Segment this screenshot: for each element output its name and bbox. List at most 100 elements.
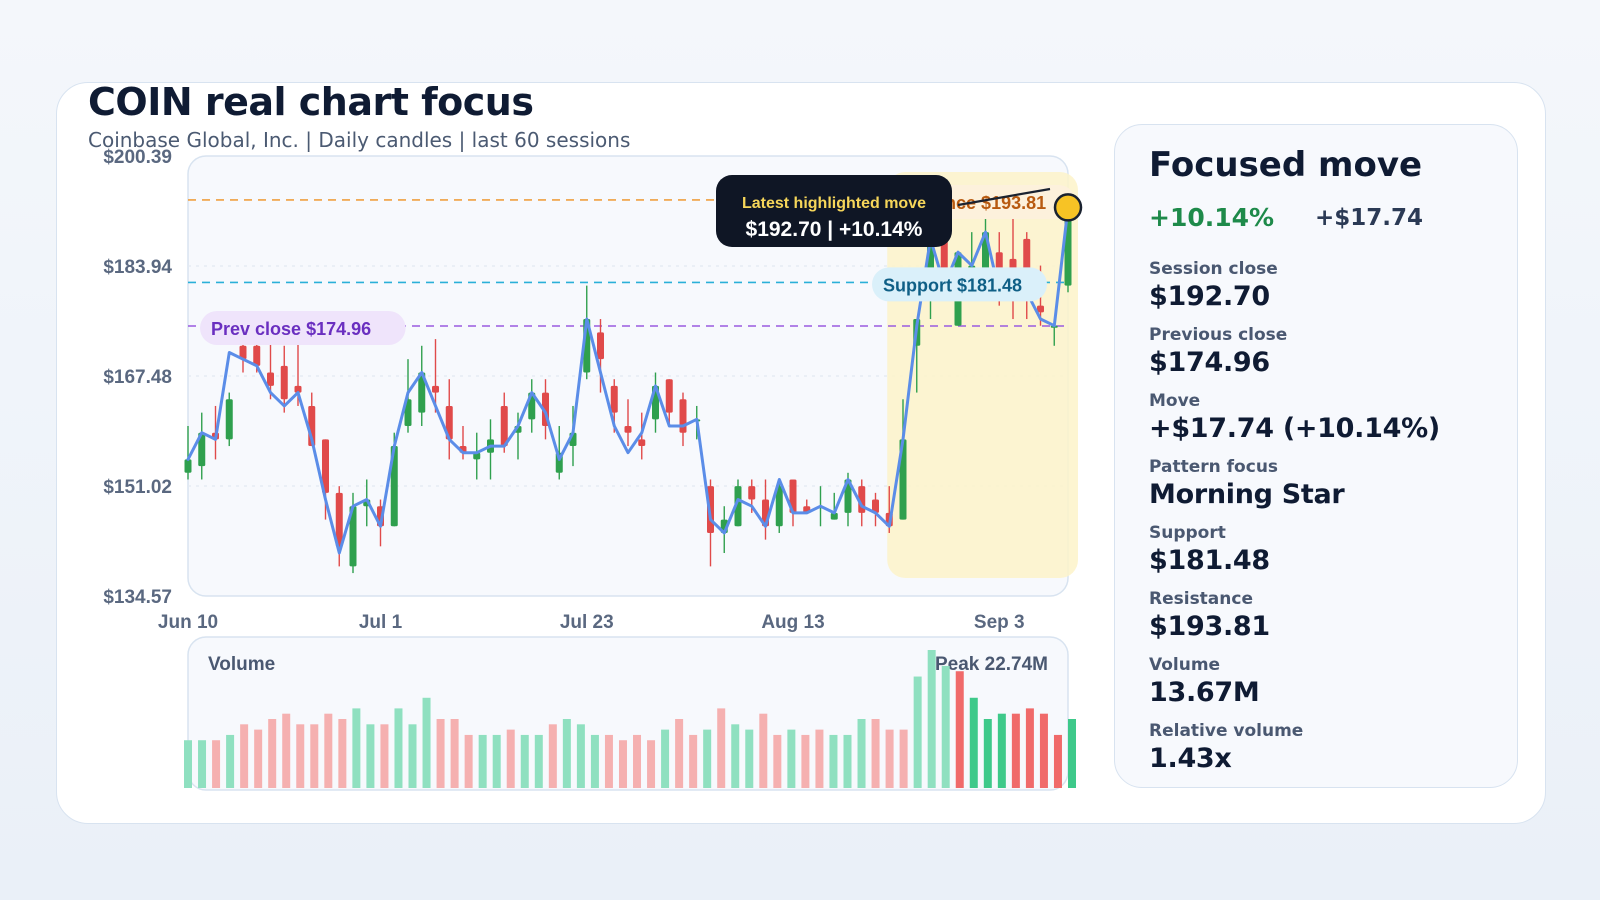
volume-bar bbox=[885, 729, 894, 788]
volume-bar bbox=[1011, 713, 1020, 788]
candle-body bbox=[322, 439, 329, 493]
candle-body bbox=[789, 479, 797, 513]
stat-label: Session close bbox=[1149, 259, 1278, 279]
volume-bar bbox=[801, 734, 810, 788]
candle-body bbox=[597, 332, 604, 360]
volume-bar bbox=[492, 734, 501, 788]
candle-body bbox=[734, 486, 742, 527]
volume-bar bbox=[576, 724, 585, 788]
candle-body bbox=[844, 479, 852, 513]
volume-bar bbox=[857, 719, 866, 788]
latest-close-marker bbox=[1053, 193, 1083, 222]
candle-body bbox=[225, 399, 233, 440]
volume-bar bbox=[717, 708, 726, 788]
volume-bar bbox=[647, 740, 656, 788]
volume-bar bbox=[997, 713, 1006, 788]
candle-body bbox=[432, 385, 439, 393]
focused-move-panel: Focused move +10.14% +$17.74 Session clo… bbox=[1114, 124, 1518, 788]
stat-support: Support $181.48 bbox=[1149, 523, 1270, 576]
stat-value: +$17.74 (+10.14%) bbox=[1149, 413, 1440, 444]
volume-bar bbox=[983, 719, 992, 788]
stat-pattern-focus: Pattern focus Morning Star bbox=[1149, 457, 1345, 510]
volume-bar bbox=[226, 734, 235, 788]
candle-body bbox=[500, 405, 508, 447]
volume-bar bbox=[198, 740, 207, 788]
volume-bar bbox=[506, 729, 515, 788]
page-title: COIN real chart focus bbox=[88, 80, 534, 124]
change-percent: +10.14% bbox=[1149, 203, 1275, 232]
y-tick-label: $200.39 bbox=[103, 147, 172, 168]
candle-body bbox=[665, 379, 673, 413]
volume-bar bbox=[464, 734, 473, 788]
support-label: Support $181.48 bbox=[872, 267, 1047, 302]
volume-bar bbox=[212, 740, 221, 788]
candle-body bbox=[294, 385, 302, 393]
volume-bar bbox=[534, 734, 543, 788]
volume-bar bbox=[520, 734, 529, 788]
candle-body bbox=[184, 459, 192, 473]
prev-close-label-text: Prev close $174.96 bbox=[211, 319, 371, 339]
stat-label: Support bbox=[1149, 523, 1226, 543]
y-tick-label: $183.94 bbox=[103, 257, 172, 278]
volume-bar bbox=[268, 719, 277, 788]
stat-relative-volume: Relative volume 1.43x bbox=[1149, 721, 1303, 774]
candle-body bbox=[748, 486, 756, 500]
stat-value: $192.70 bbox=[1149, 281, 1270, 312]
latest-move-callout: Latest highlighted move $192.70 | +10.14% bbox=[716, 175, 952, 247]
x-tick-label: Jul 1 bbox=[359, 612, 403, 633]
volume-bar bbox=[436, 719, 445, 788]
volume-bar bbox=[689, 734, 698, 788]
stat-resistance: Resistance $193.81 bbox=[1149, 589, 1270, 642]
candle-body bbox=[445, 405, 453, 440]
volume-bar bbox=[604, 734, 613, 788]
stat-label: Resistance bbox=[1149, 589, 1253, 609]
volume-peak-label: Peak 22.74M bbox=[935, 654, 1048, 675]
volume-bar bbox=[450, 719, 459, 788]
volume-bar bbox=[787, 729, 796, 788]
volume-bar bbox=[1025, 708, 1034, 788]
candle-body bbox=[638, 439, 646, 447]
volume-bar bbox=[394, 708, 403, 788]
volume-label: Volume bbox=[208, 654, 275, 675]
support-label-bg bbox=[872, 267, 1047, 302]
candle-body bbox=[390, 446, 398, 527]
stat-value: 1.43x bbox=[1149, 743, 1232, 774]
volume-bar bbox=[310, 724, 319, 788]
change-absolute: +$17.74 bbox=[1315, 205, 1424, 231]
stat-volume: Volume 13.67M bbox=[1149, 655, 1260, 708]
volume-bar bbox=[843, 734, 852, 788]
candle-body bbox=[872, 499, 879, 513]
volume-bar bbox=[478, 734, 487, 788]
stat-value: $181.48 bbox=[1149, 545, 1270, 576]
y-tick-label: $151.02 bbox=[103, 477, 172, 498]
volume-bar bbox=[703, 729, 712, 788]
stat-value: 13.67M bbox=[1149, 677, 1260, 708]
volume-bar bbox=[562, 719, 571, 788]
stat-value: $174.96 bbox=[1149, 347, 1270, 378]
volume-bar bbox=[296, 724, 305, 788]
stat-previous-close: Previous close $174.96 bbox=[1149, 325, 1287, 378]
volume-bar bbox=[422, 697, 431, 788]
volume-bar bbox=[254, 729, 263, 788]
volume-bar bbox=[352, 708, 361, 788]
candle-body bbox=[404, 399, 412, 427]
volume-bar bbox=[590, 734, 599, 788]
candle-body bbox=[610, 385, 618, 413]
volume-bar bbox=[1068, 719, 1076, 788]
volume-bar bbox=[338, 719, 347, 788]
panel-title: Focused move bbox=[1149, 145, 1423, 185]
volume-bar bbox=[815, 729, 824, 788]
stat-value: Morning Star bbox=[1149, 479, 1345, 510]
candle-body bbox=[418, 372, 426, 413]
volume-bar bbox=[969, 697, 978, 788]
volume-bar bbox=[408, 724, 417, 788]
volume-bar bbox=[759, 713, 768, 788]
volume-bar bbox=[240, 724, 249, 788]
candle-body bbox=[1037, 305, 1044, 313]
volume-bar bbox=[1053, 734, 1062, 788]
volume-bar bbox=[927, 650, 936, 788]
volume-bar bbox=[745, 729, 754, 788]
candle-body bbox=[775, 486, 783, 527]
candle-body bbox=[624, 426, 632, 433]
candle-body bbox=[349, 506, 357, 567]
